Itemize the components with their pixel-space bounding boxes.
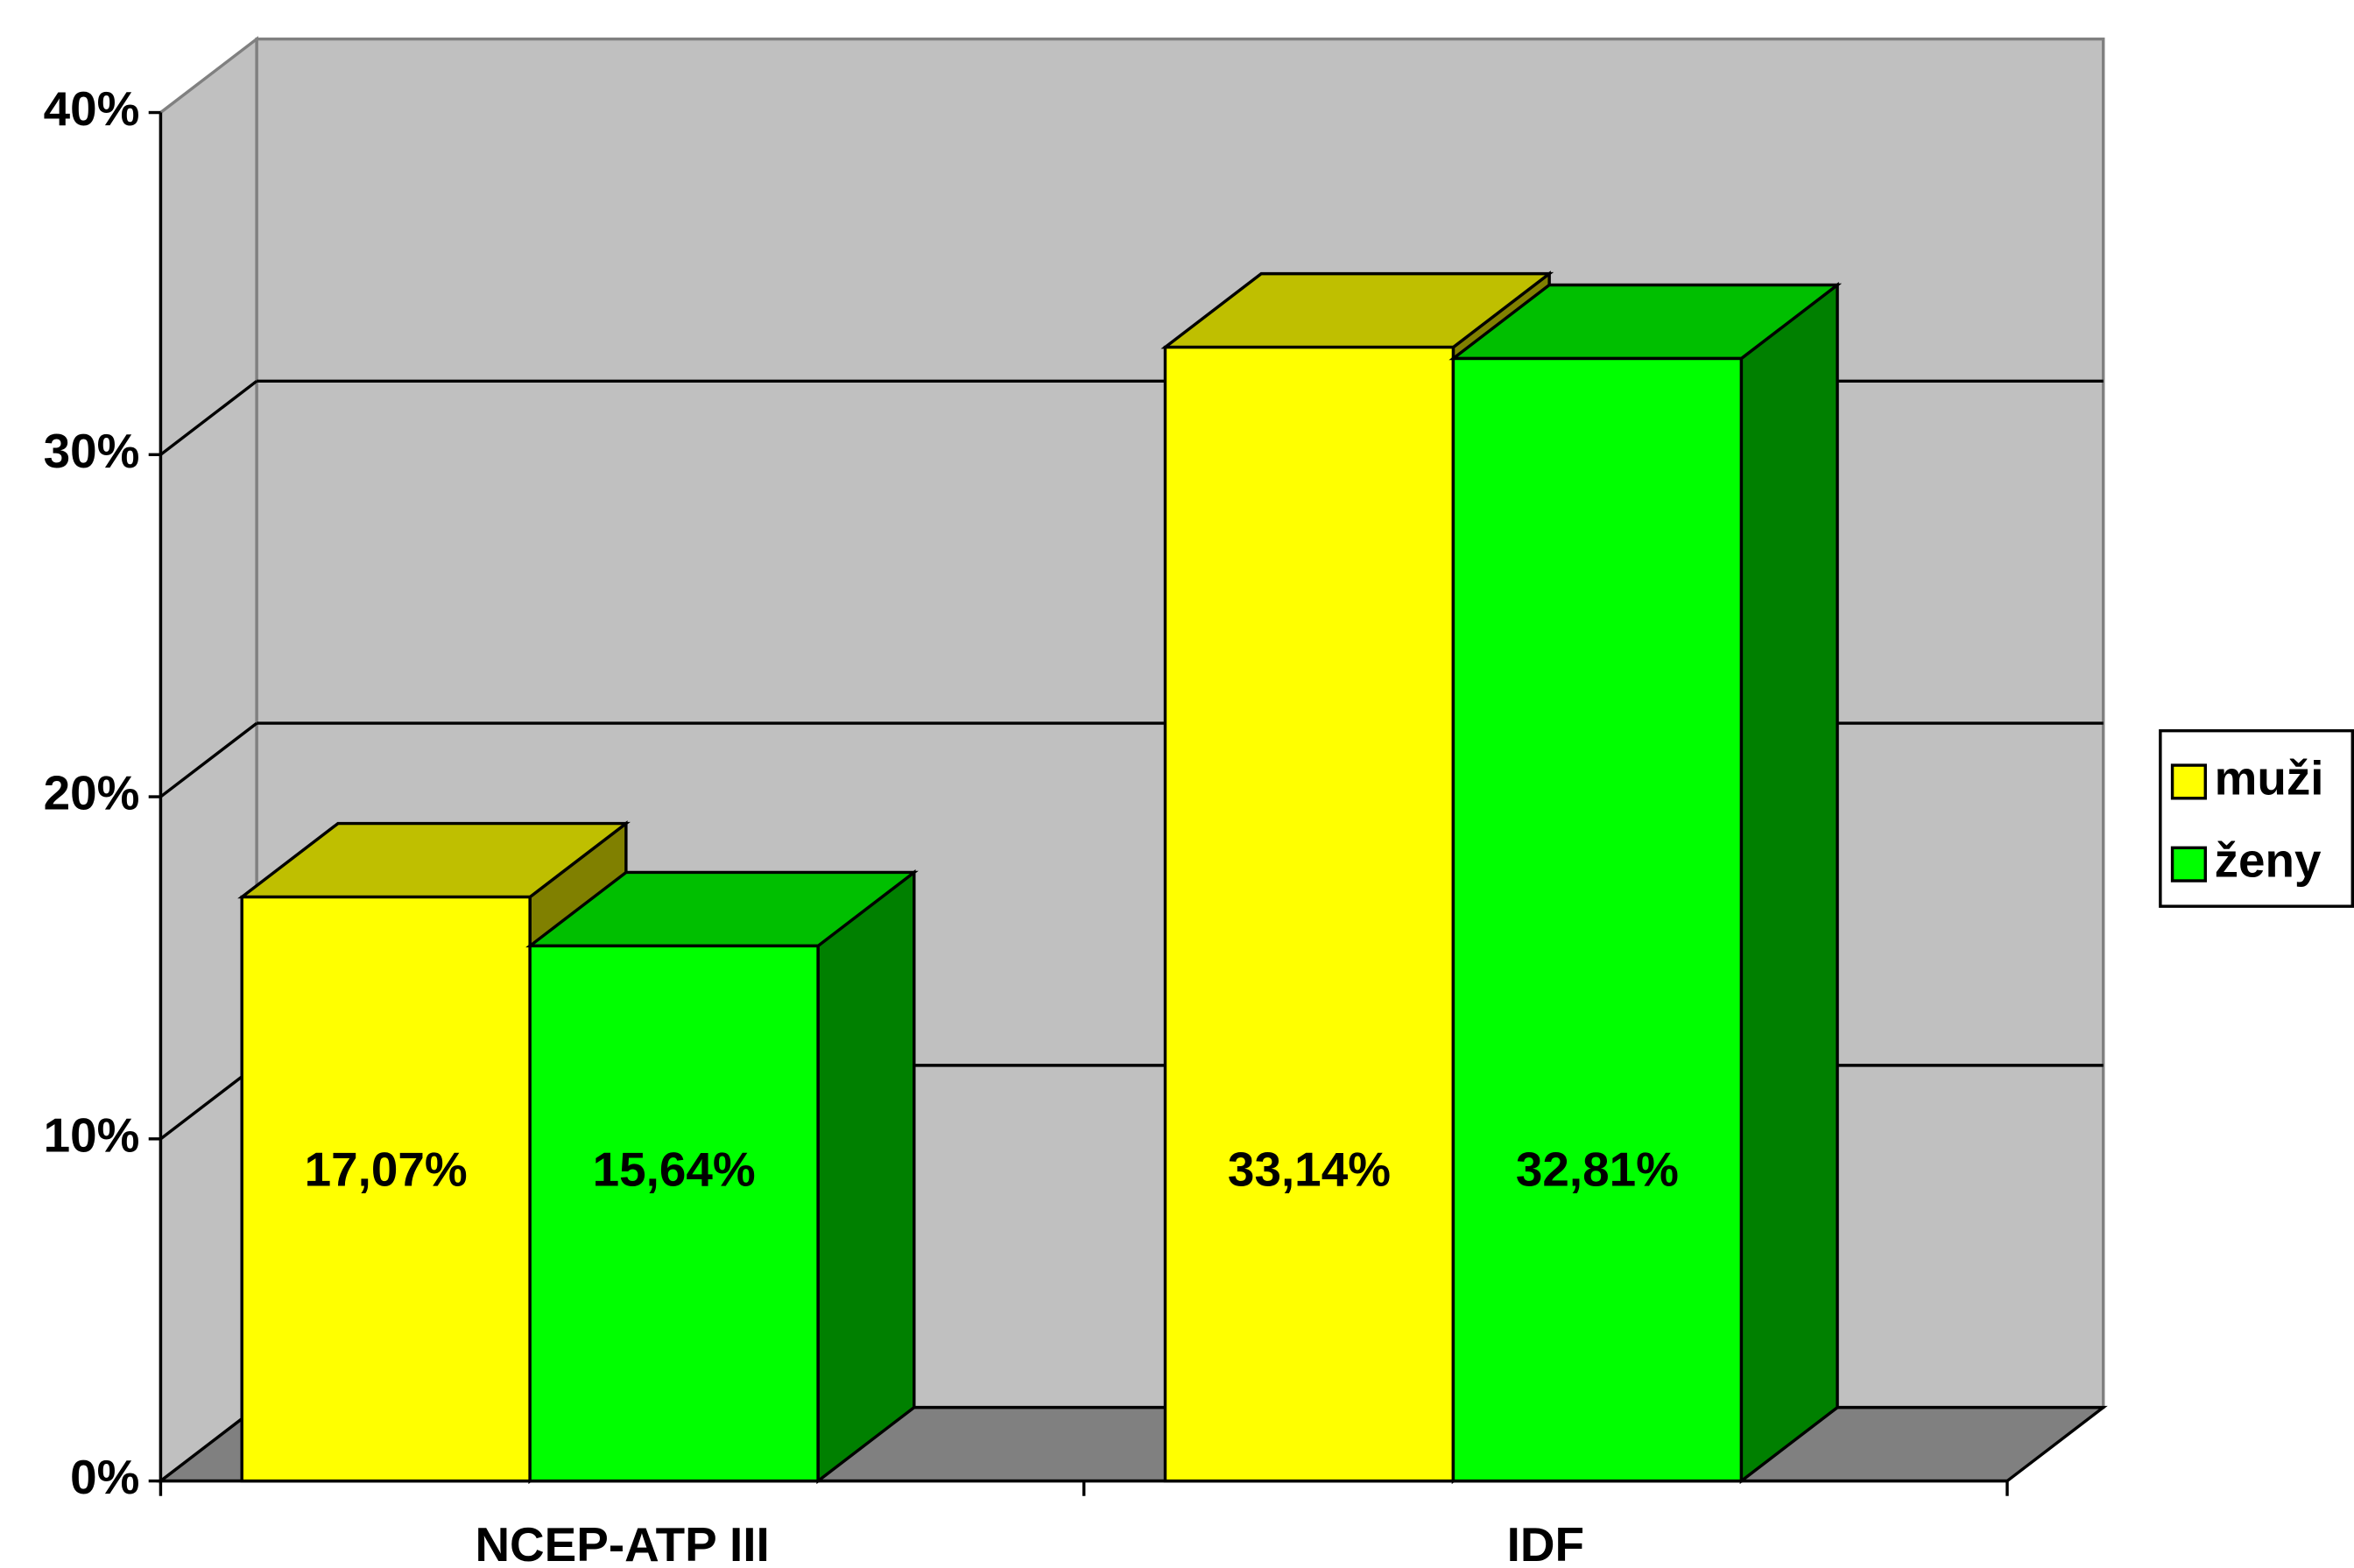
x-tick-label: NCEP-ATP III	[475, 1517, 769, 1568]
bar-side	[1739, 282, 1839, 1485]
bar	[528, 944, 820, 1483]
legend-swatch	[2170, 763, 2207, 800]
data-label: 15,64%	[593, 1142, 756, 1196]
x-tick-label: IDF	[1507, 1517, 1584, 1568]
bar-side	[816, 868, 916, 1485]
y-tick-label: 40%	[44, 81, 140, 136]
y-tick-label: 10%	[44, 1107, 140, 1162]
legend-label: muži	[2215, 750, 2324, 805]
grid-line	[159, 721, 258, 798]
bar	[1163, 345, 1455, 1483]
grid-line	[159, 379, 258, 456]
y-tick-label: 0%	[70, 1450, 139, 1504]
y-tick-label: 30%	[44, 424, 140, 478]
bar	[1451, 356, 1744, 1483]
bar	[240, 895, 532, 1483]
y-tick-label: 20%	[44, 766, 140, 820]
legend-label: ženy	[2215, 833, 2322, 888]
data-label: 33,14%	[1228, 1142, 1391, 1196]
data-label: 17,07%	[305, 1142, 468, 1196]
data-label: 32,81%	[1516, 1142, 1679, 1196]
legend-swatch	[2170, 846, 2207, 882]
